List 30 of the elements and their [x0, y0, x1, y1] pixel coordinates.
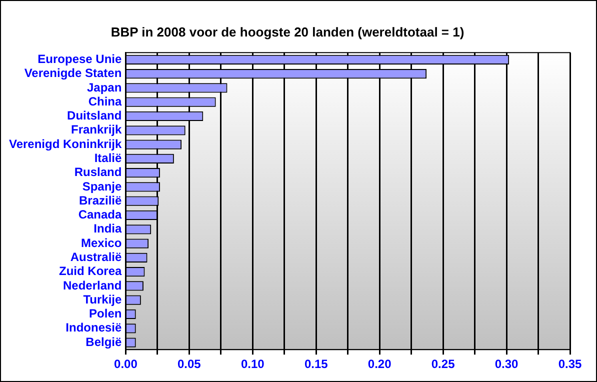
y-tick-label: Spanje: [82, 179, 122, 194]
y-tick-label: Brazilië: [79, 193, 122, 208]
y-tick-label: China: [88, 94, 122, 108]
x-tick-label: 0.15: [304, 357, 328, 372]
y-tick-label: Verenigde Staten: [24, 66, 122, 80]
y-tick-label: Verenigd Koninkrijk: [8, 136, 122, 151]
y-tick-label: India: [94, 222, 122, 236]
y-tick-label: Mexico: [81, 236, 122, 250]
x-tick-label: 0.00: [114, 357, 138, 372]
x-tick-label: 0.10: [240, 357, 265, 372]
y-tick-label: Italië: [94, 150, 122, 165]
y-tick-label: Rusland: [74, 165, 122, 180]
x-tick-label: 0.20: [368, 357, 392, 372]
y-tick-label: België: [86, 334, 122, 349]
chart-title: BBP in 2008 voor de hoogste 20 landen (wereldtotaal = 1): [110, 24, 464, 40]
x-tick-label: 0.05: [177, 357, 202, 372]
y-tick-label: Europese Unie: [38, 52, 122, 66]
y-tick-label: Turkije: [83, 292, 122, 306]
y-tick-label: Japan: [87, 80, 122, 94]
y-tick-label: Indonesië: [66, 320, 122, 335]
y-tick-label: Canada: [78, 208, 122, 222]
y-tick-label: Polen: [89, 306, 122, 321]
y-tick-label: Frankrijk: [70, 122, 122, 137]
y-tick-label: Nederland: [63, 278, 122, 292]
x-tick-label: 0.30: [494, 357, 519, 372]
x-tick-label: 0.25: [431, 357, 456, 372]
y-tick-label: Duitsland: [67, 108, 122, 123]
y-tick-label: Australië: [70, 250, 122, 264]
x-tick-label: 0.35: [558, 357, 582, 372]
y-tick-label: Zuid Korea: [59, 264, 122, 278]
